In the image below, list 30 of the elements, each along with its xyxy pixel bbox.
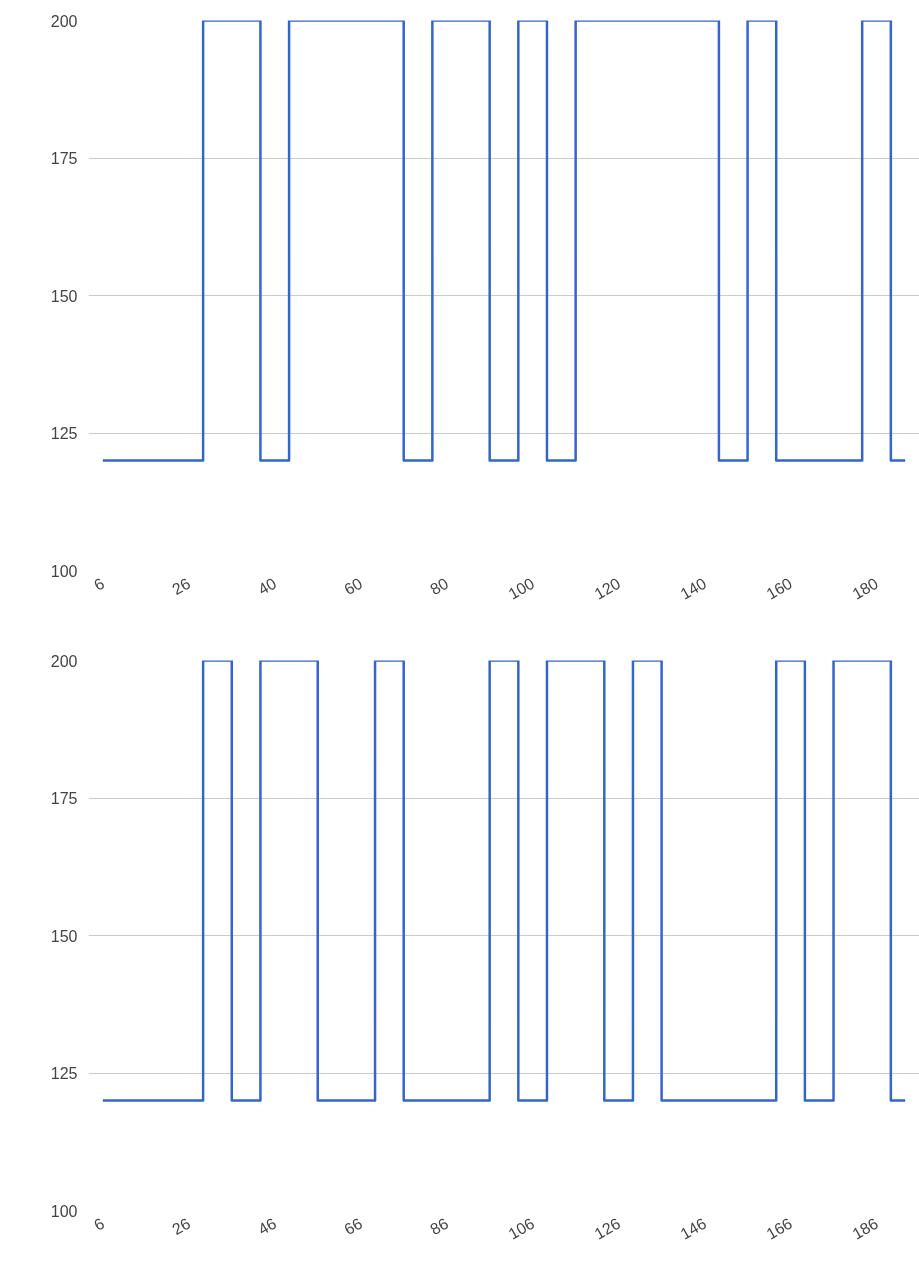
x-tick-label: 106 (505, 1214, 538, 1243)
x-tick-label: 100 (505, 574, 538, 603)
y-tick-label: 175 (50, 150, 78, 167)
x-tick-label: 86 (427, 1214, 452, 1239)
x-tick-label: 26 (169, 574, 194, 599)
x-tick-label: 180 (849, 574, 882, 603)
x-tick-label: 120 (591, 574, 624, 603)
x-tick-label: 160 (763, 574, 796, 603)
y-tick-label: 100 (50, 562, 78, 580)
y-tick-label: 200 (50, 652, 78, 670)
x-tick-label: 26 (169, 1214, 194, 1239)
x-tick-label: 60 (341, 574, 366, 599)
y-tick-label: 200 (50, 12, 78, 30)
y-tick-label: 125 (50, 1065, 78, 1082)
x-tick-label: 40 (255, 574, 280, 599)
x-tick-label: 186 (849, 1214, 882, 1243)
y-tick-label: 150 (50, 287, 78, 305)
x-tick-label: 146 (677, 1214, 710, 1243)
x-tick-label: 166 (763, 1214, 796, 1243)
y-tick-label: 150 (50, 927, 78, 945)
y-tick-label: 125 (50, 425, 78, 442)
x-tick-label: 6 (91, 1214, 108, 1234)
x-tick-label: 6 (91, 574, 108, 594)
x-tick-label: 126 (591, 1214, 624, 1243)
x-tick-label: 66 (341, 1214, 366, 1239)
x-tick-label: 80 (427, 574, 452, 599)
x-tick-label: 46 (255, 1214, 280, 1239)
x-tick-label: 140 (677, 574, 710, 603)
y-tick-label: 100 (50, 1202, 78, 1220)
y-tick-label: 175 (50, 790, 78, 807)
